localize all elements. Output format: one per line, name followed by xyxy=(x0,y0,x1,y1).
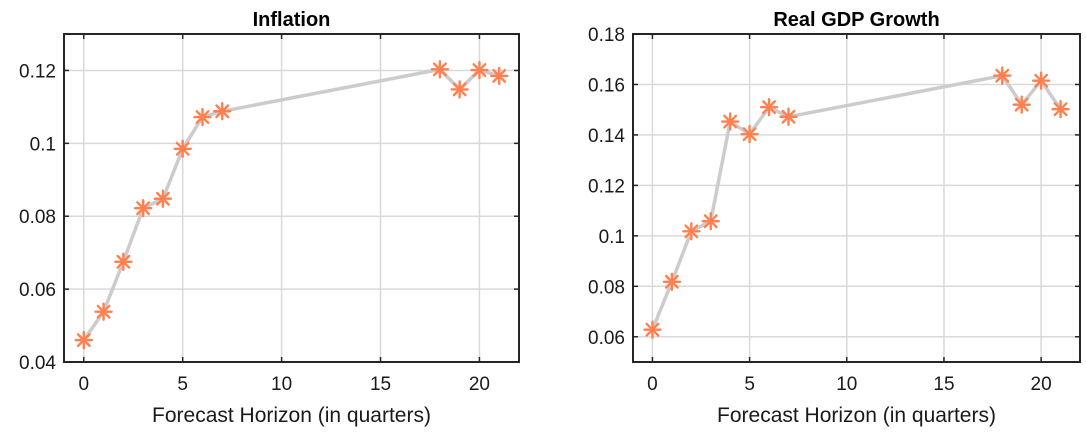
data-point-marker xyxy=(114,252,133,271)
y-tick-label: 0.12 xyxy=(19,61,56,82)
x-tick-label: 15 xyxy=(933,374,954,395)
data-point-marker xyxy=(682,222,701,241)
chart-title: Inflation xyxy=(253,9,331,31)
data-point-marker xyxy=(490,66,509,86)
y-tick-label: 0.08 xyxy=(19,207,56,228)
x-tick-label: 10 xyxy=(836,374,857,395)
y-tick-label: 0.16 xyxy=(588,75,625,96)
data-point-marker xyxy=(662,272,682,291)
data-point-marker xyxy=(993,66,1012,85)
y-tick-label: 0.18 xyxy=(588,25,625,46)
y-tick-label: 0.14 xyxy=(588,126,625,147)
gdp-growth-panel: Real GDP Growth Forecast Horizon (in qua… xyxy=(588,9,1081,427)
data-point-marker xyxy=(173,139,192,159)
data-point-marker xyxy=(450,80,469,99)
axis-ticks: 0 5 10 15 20 0.06 0.08 0.1 0.12 0.14 0.16 0.18 xyxy=(588,25,1080,395)
data-point-marker xyxy=(759,97,779,117)
x-tick-label: 5 xyxy=(177,374,188,395)
y-tick-label: 0.06 xyxy=(19,280,56,301)
x-tick-label: 0 xyxy=(647,374,658,395)
data-point-marker xyxy=(1031,71,1051,90)
chart-title: Real GDP Growth xyxy=(773,9,939,31)
plot-frame xyxy=(632,33,1081,363)
plot-frame xyxy=(63,33,520,363)
grid-lines xyxy=(64,34,519,363)
data-point-marker xyxy=(1051,99,1070,119)
data-point-marker xyxy=(643,320,662,339)
data-point-marker xyxy=(740,124,759,144)
data-point-marker xyxy=(720,112,740,131)
data-point-marker xyxy=(133,199,153,218)
y-tick-label: 0.04 xyxy=(19,353,56,374)
y-tick-label: 0.06 xyxy=(588,328,625,349)
x-tick-label: 15 xyxy=(370,374,391,395)
x-tick-label: 10 xyxy=(271,374,292,395)
x-axis-label: Forecast Horizon (in quarters) xyxy=(717,404,996,427)
data-point-marker xyxy=(94,302,113,321)
inflation-panel: Inflation Forecast Horizon (in quarters)… xyxy=(19,9,520,427)
data-point-marker xyxy=(1012,95,1031,114)
data-point-marker xyxy=(701,212,720,231)
data-point-marker xyxy=(74,330,93,350)
x-tick-label: 0 xyxy=(78,374,89,395)
x-tick-label: 20 xyxy=(1031,374,1052,395)
x-axis-label: Forecast Horizon (in quarters) xyxy=(152,404,431,427)
data-point-marker xyxy=(779,107,798,126)
series-line xyxy=(650,73,1063,331)
x-tick-label: 20 xyxy=(469,374,490,395)
data-point-marker xyxy=(213,102,232,121)
y-tick-label: 0.12 xyxy=(588,176,625,197)
y-tick-label: 0.1 xyxy=(599,227,625,248)
y-tick-label: 0.08 xyxy=(588,277,625,298)
data-point-marker xyxy=(193,107,212,127)
grid-lines xyxy=(633,33,1080,362)
axis-ticks: 0 5 10 15 20 0.04 0.06 0.08 0.1 0.12 xyxy=(19,34,519,395)
data-point-marker xyxy=(153,189,173,208)
data-point-marker xyxy=(470,60,489,80)
y-tick-label: 0.1 xyxy=(30,134,56,155)
data-point-marker xyxy=(430,60,450,79)
x-tick-label: 5 xyxy=(744,374,755,395)
